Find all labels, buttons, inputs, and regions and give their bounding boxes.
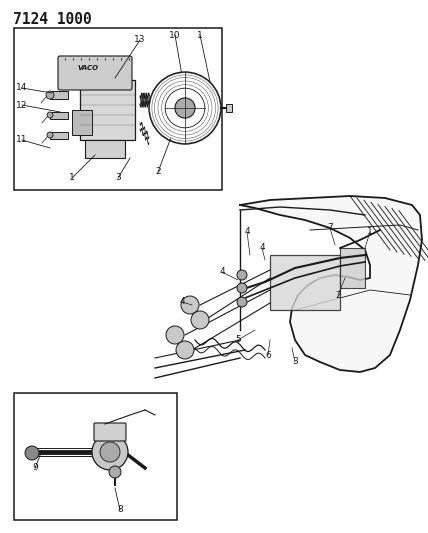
- Circle shape: [166, 326, 184, 344]
- Bar: [14, 28, 222, 190]
- Text: 3: 3: [292, 358, 298, 367]
- Text: 3: 3: [115, 174, 121, 182]
- Text: 4: 4: [219, 268, 225, 277]
- Text: 10: 10: [169, 30, 181, 39]
- Text: 14: 14: [16, 84, 28, 93]
- Circle shape: [92, 434, 128, 470]
- Text: VACO: VACO: [77, 65, 98, 71]
- FancyBboxPatch shape: [58, 56, 132, 90]
- Circle shape: [175, 98, 195, 118]
- Text: 6: 6: [265, 351, 271, 359]
- Circle shape: [100, 442, 120, 462]
- Circle shape: [47, 112, 53, 118]
- Polygon shape: [240, 196, 422, 372]
- Circle shape: [47, 132, 53, 138]
- Text: 1: 1: [197, 30, 203, 39]
- Bar: [50, 132, 68, 139]
- Bar: [85, 140, 125, 158]
- Text: 1: 1: [69, 174, 75, 182]
- Circle shape: [181, 296, 199, 314]
- Text: 4: 4: [244, 228, 250, 237]
- Circle shape: [176, 341, 194, 359]
- Bar: [340, 248, 365, 288]
- Bar: [80, 80, 135, 140]
- Bar: [50, 112, 68, 119]
- Circle shape: [237, 270, 247, 280]
- Text: 11: 11: [16, 135, 28, 144]
- Circle shape: [25, 446, 39, 460]
- Text: 2: 2: [155, 167, 161, 176]
- Bar: [14, 393, 177, 520]
- Text: 4: 4: [179, 297, 185, 306]
- Text: 7124 1000: 7124 1000: [13, 12, 92, 27]
- Text: 2: 2: [335, 290, 341, 300]
- Text: 5: 5: [235, 335, 241, 344]
- Bar: [50, 91, 68, 99]
- Text: 9: 9: [32, 464, 38, 472]
- Circle shape: [109, 466, 121, 478]
- Text: 12: 12: [16, 101, 28, 109]
- Bar: [270, 255, 340, 310]
- Circle shape: [237, 297, 247, 307]
- Text: 1: 1: [367, 228, 373, 237]
- Text: 8: 8: [117, 505, 123, 514]
- Text: 4: 4: [259, 244, 265, 253]
- Circle shape: [237, 283, 247, 293]
- Circle shape: [191, 311, 209, 329]
- Text: 7: 7: [327, 223, 333, 232]
- Bar: [226, 104, 232, 112]
- Circle shape: [46, 91, 54, 99]
- Bar: [72, 110, 92, 135]
- Text: 13: 13: [134, 36, 146, 44]
- FancyBboxPatch shape: [94, 423, 126, 441]
